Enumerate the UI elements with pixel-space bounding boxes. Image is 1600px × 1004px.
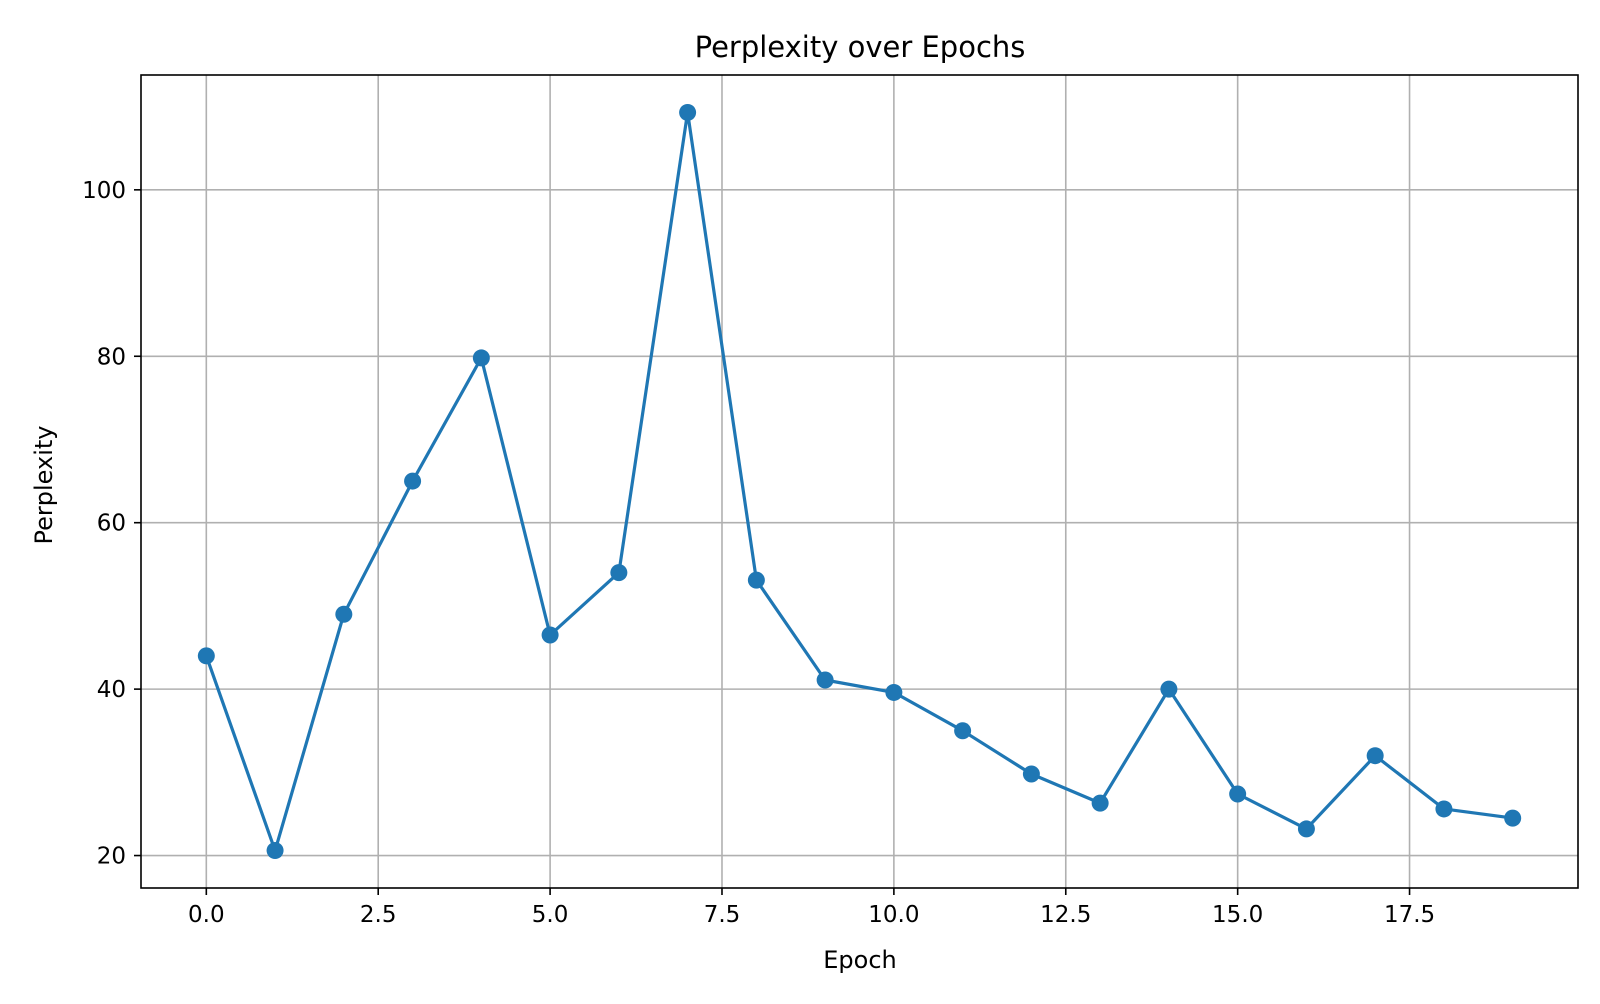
y-tick-label: 60 <box>97 511 126 537</box>
data-point <box>1435 800 1453 818</box>
data-point <box>1366 747 1384 765</box>
data-point <box>541 626 559 644</box>
x-tick-label: 2.5 <box>360 902 397 928</box>
chart-title: Perplexity over Epochs <box>695 30 1026 64</box>
x-tick-label: 17.5 <box>1384 902 1435 928</box>
series-line <box>204 110 1515 853</box>
data-point <box>885 683 903 701</box>
data-point <box>954 722 972 740</box>
y-tick-label: 40 <box>97 677 126 703</box>
y-tick-label: 80 <box>97 344 126 370</box>
data-point <box>1297 820 1315 838</box>
grid-lines <box>141 75 1578 888</box>
data-point <box>1022 765 1040 783</box>
y-tick-label: 100 <box>82 178 126 204</box>
x-tick-label: 10.0 <box>868 902 919 928</box>
data-point <box>747 571 765 589</box>
data-point <box>1229 785 1247 803</box>
data-point <box>1504 809 1522 827</box>
series-layer <box>197 103 1522 860</box>
x-tick-label: 15.0 <box>1212 902 1263 928</box>
data-point <box>404 472 422 490</box>
data-point <box>266 842 284 860</box>
x-tick-label: 7.5 <box>704 902 741 928</box>
plot-frame <box>140 74 1579 889</box>
data-point <box>197 647 215 665</box>
data-point <box>816 671 834 689</box>
data-point <box>472 349 490 367</box>
data-point <box>610 564 628 582</box>
data-point <box>679 103 697 121</box>
data-point <box>1091 794 1109 812</box>
x-tick-label: 5.0 <box>532 902 569 928</box>
y-tick-label: 20 <box>97 844 126 870</box>
x-axis-label: Epoch <box>823 946 897 974</box>
y-axis-label: Perplexity <box>30 426 58 545</box>
x-tick-label: 12.5 <box>1040 902 1091 928</box>
data-point <box>335 605 353 623</box>
ticks: 0.0 2.5 5.0 7.5 10.0 12.5 15.0 17.5 20 40 60 80 100 <box>82 178 1435 928</box>
x-tick-label: 0.0 <box>188 902 225 928</box>
data-point <box>1160 680 1178 698</box>
